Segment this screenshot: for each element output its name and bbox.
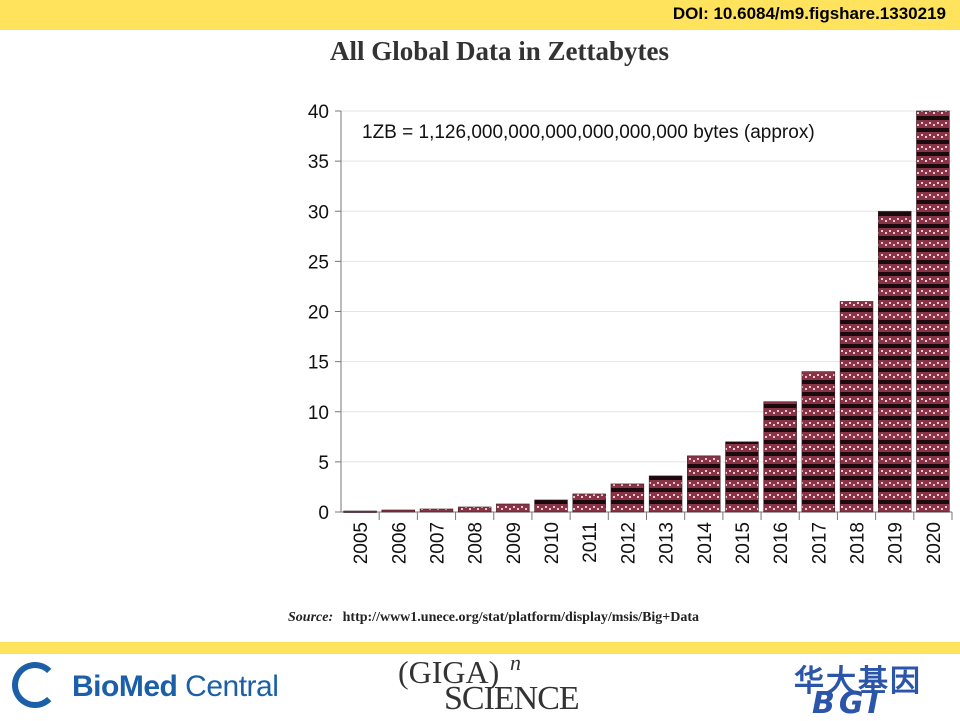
- bar: [534, 499, 568, 513]
- bar: [496, 503, 530, 513]
- bar: [648, 475, 683, 513]
- x-tick-label: 2012: [618, 522, 639, 564]
- y-tick-label: 20: [308, 303, 329, 324]
- bgi-logo-latin: BGI: [812, 686, 883, 721]
- x-tick-label: 2013: [657, 522, 678, 564]
- giga-logo-line2: SCIENCE: [444, 680, 580, 717]
- x-tick-label: 2019: [886, 522, 907, 564]
- source-url: http://www1.unece.org/stat/platform/disp…: [342, 610, 700, 625]
- biomed-central-logo: BioMed Central: [8, 658, 308, 714]
- source-line: Source: http://www1.unece.org/stat/platf…: [288, 610, 699, 626]
- chart-title: All Global Data in Zettabytes: [330, 36, 670, 66]
- x-tick-label: 2010: [542, 522, 563, 564]
- y-tick-label: 25: [308, 252, 329, 273]
- bar: [877, 210, 912, 513]
- x-tick-label: 2006: [389, 522, 410, 564]
- x-tick-label: 2008: [466, 522, 487, 564]
- x-tick-label: 2014: [695, 522, 716, 565]
- gigascience-logo: (GIGA) n SCIENCE: [398, 650, 598, 718]
- x-tick-label: 2017: [809, 522, 830, 564]
- top-banner: DOI: 10.6084/m9.figshare.1330219: [0, 0, 960, 30]
- y-tick-label: 5: [318, 453, 329, 474]
- source-label: Source:: [288, 610, 334, 625]
- bar: [419, 508, 454, 513]
- y-tick-label: 35: [308, 152, 329, 173]
- x-tick-label: 2016: [771, 522, 792, 564]
- bar: [763, 401, 797, 513]
- giga-logo-line1: (GIGA): [398, 654, 500, 690]
- y-tick-label: 15: [308, 353, 329, 374]
- bar: [801, 371, 836, 513]
- bar: [343, 510, 377, 513]
- biomed-logo-light: Central: [177, 670, 279, 703]
- bar: [839, 301, 874, 513]
- bar: [381, 509, 416, 513]
- annotation-text: 1ZB = 1,126,000,000,000,000,000,000 byte…: [362, 122, 815, 143]
- bottom-banner: [0, 642, 960, 654]
- doi-label: DOI: 10.6084/m9.figshare.1330219: [672, 4, 946, 23]
- x-tick-label: 2009: [504, 522, 525, 564]
- x-tick-label: 2015: [733, 522, 754, 564]
- bar: [610, 483, 645, 513]
- bar: [687, 455, 721, 513]
- bar: [916, 110, 950, 513]
- giga-logo-superscript: n: [510, 650, 521, 675]
- biomed-ring-icon: [12, 662, 58, 708]
- x-tick-label: 2011: [580, 522, 601, 563]
- x-tick-label: 2020: [924, 522, 945, 564]
- x-tick-label: 2005: [351, 522, 372, 564]
- bar: [725, 441, 759, 513]
- y-tick-label: 30: [308, 202, 329, 223]
- bar: [572, 493, 606, 513]
- biomed-logo-bold: BioMed: [72, 670, 178, 703]
- y-tick-label: 40: [308, 102, 329, 123]
- x-tick-label: 2007: [427, 522, 448, 564]
- y-tick-label: 10: [308, 403, 329, 424]
- bgi-logo: 华大基因 BGI: [790, 656, 950, 721]
- x-tick-label: 2018: [848, 522, 869, 564]
- y-tick-label: 0: [318, 503, 329, 524]
- bgi-logo-chinese: 华大基因: [794, 664, 922, 699]
- bar: [457, 506, 492, 513]
